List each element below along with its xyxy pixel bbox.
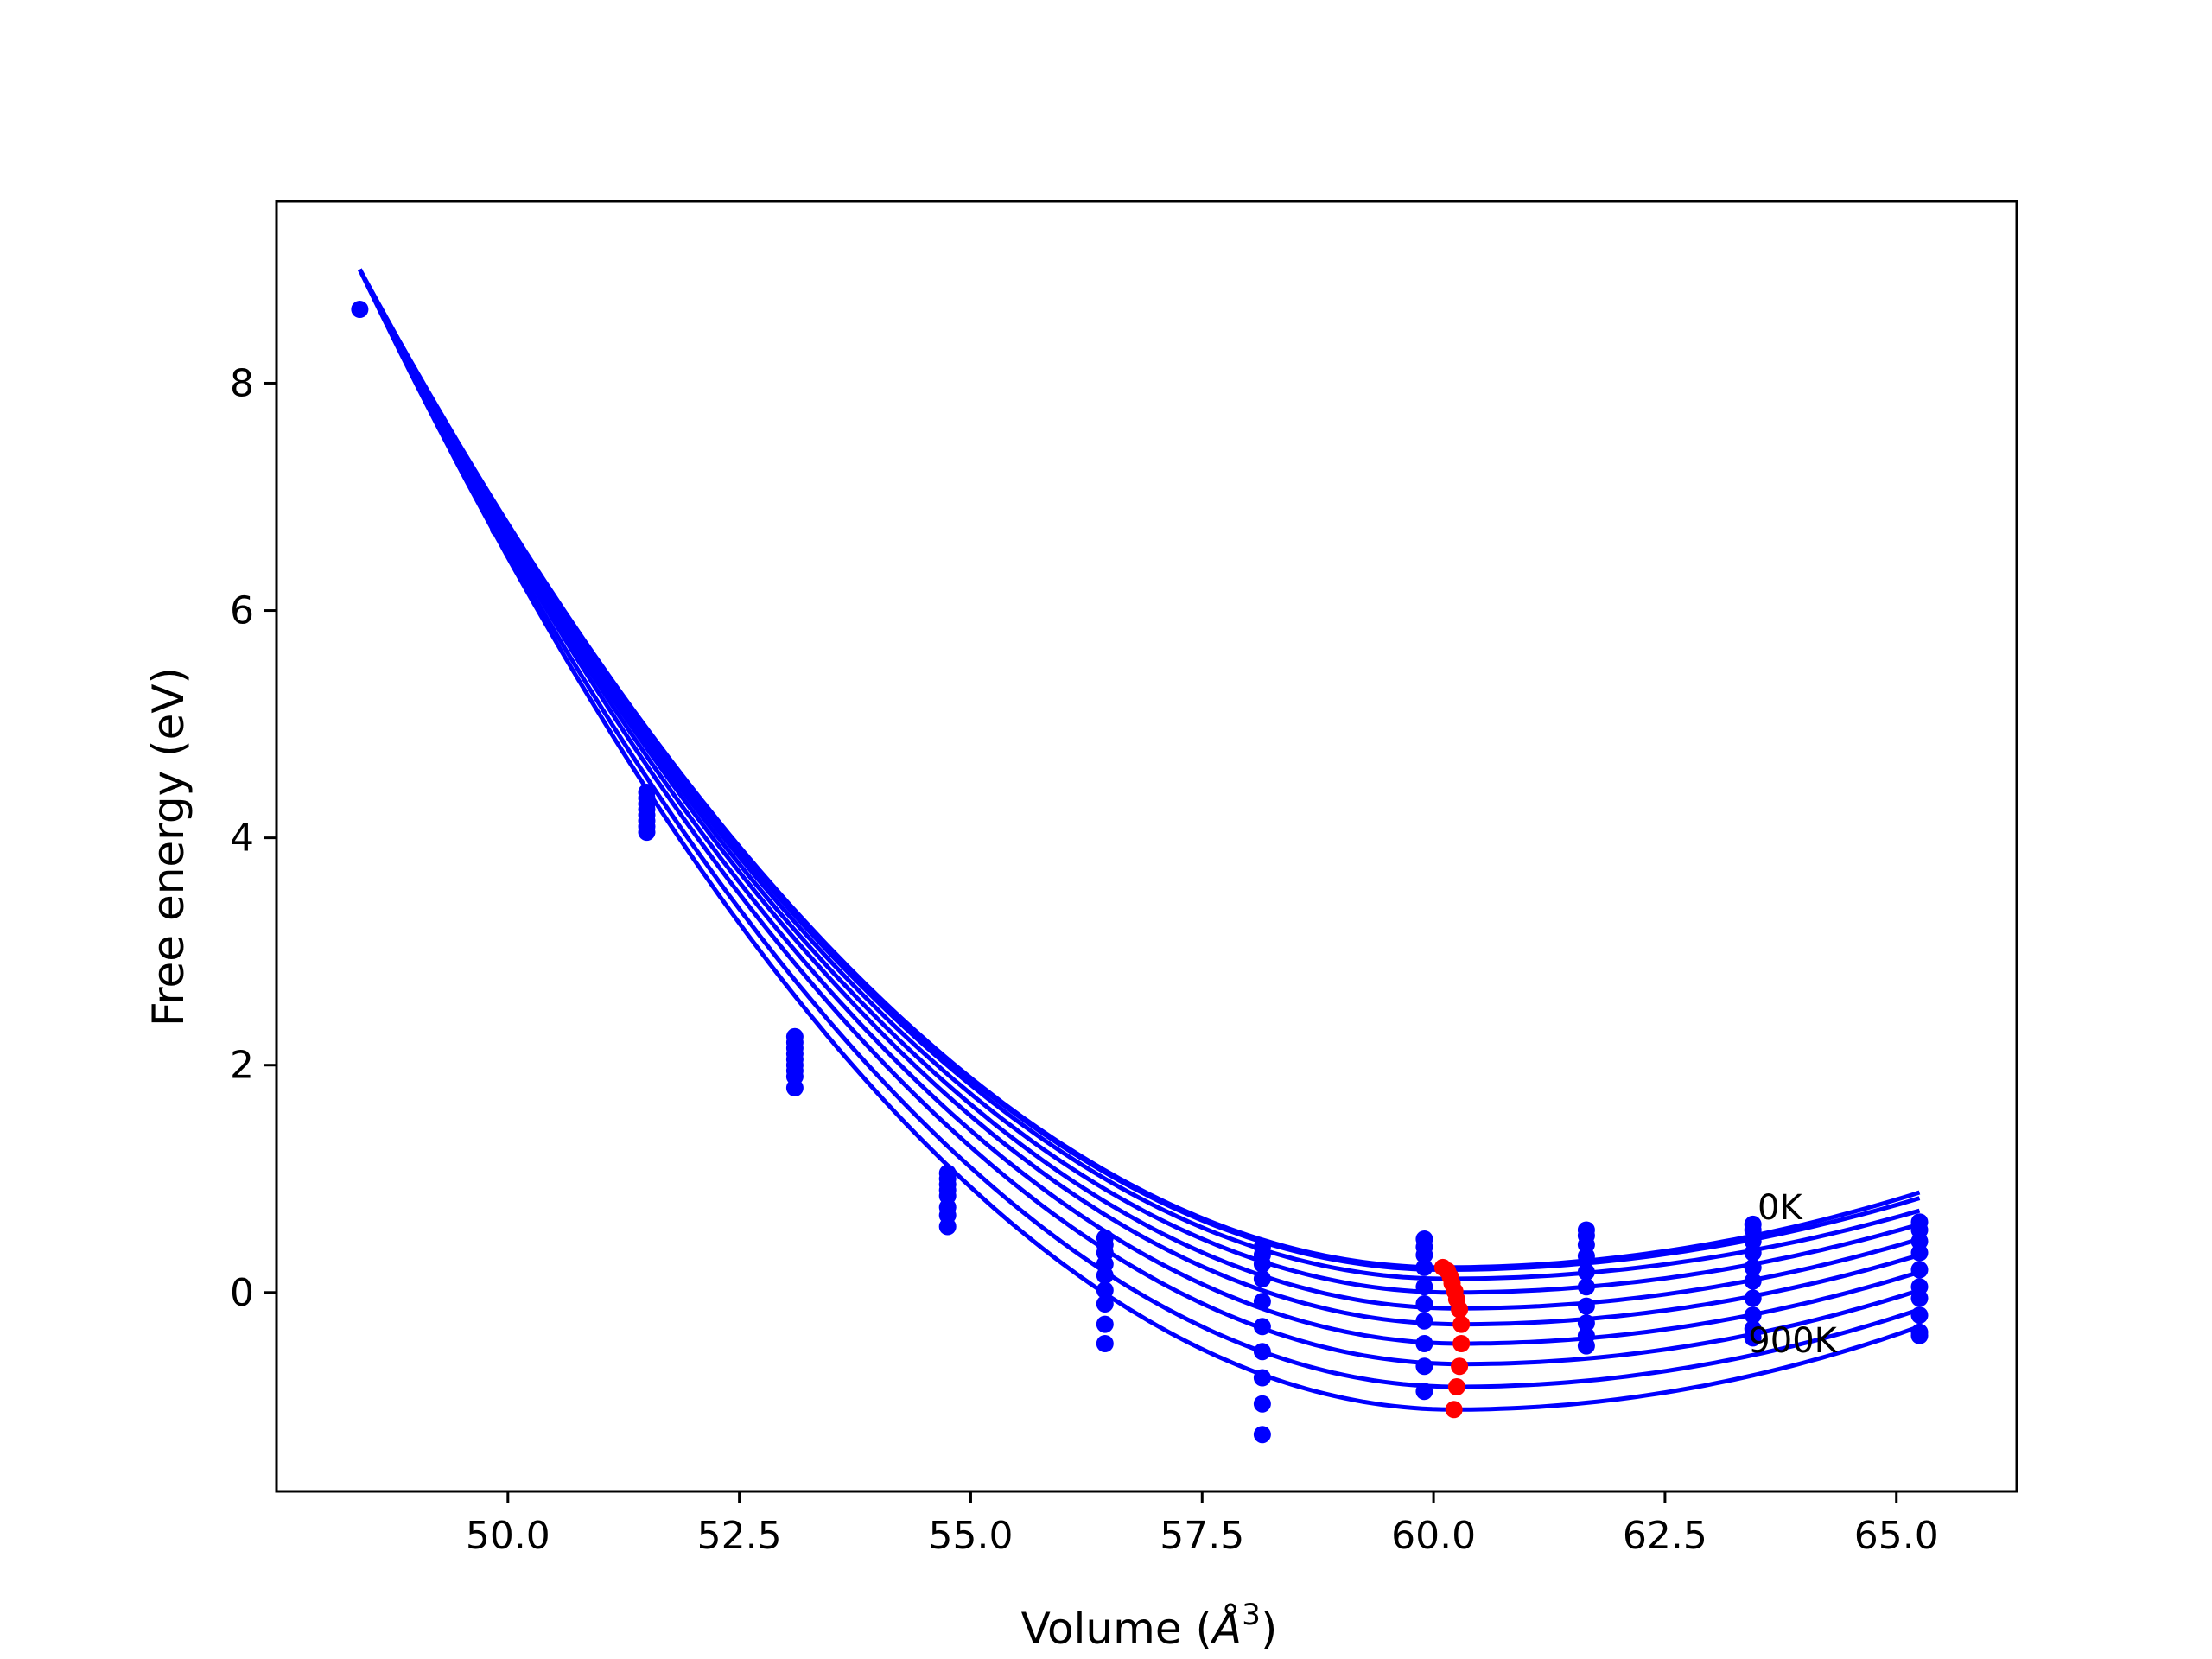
data-point (1415, 1382, 1433, 1401)
data-point (1577, 1337, 1595, 1355)
x-tick-label: 62.5 (1623, 1514, 1707, 1558)
data-point (490, 519, 508, 537)
data-point (1577, 1314, 1595, 1332)
data-point (1253, 1343, 1271, 1361)
data-point (1577, 1297, 1595, 1315)
data-point (638, 823, 656, 842)
data-point (1744, 1272, 1762, 1290)
data-point (1415, 1278, 1433, 1296)
data-point (1096, 1281, 1114, 1300)
fit-curve-600K (358, 268, 1921, 1346)
data-point (1415, 1357, 1433, 1376)
x-tick-label: 60.0 (1391, 1514, 1476, 1558)
data-points (351, 301, 1929, 1444)
y-tick-label: 4 (230, 817, 254, 861)
equilibrium-point (1445, 1401, 1463, 1419)
data-point (1910, 1326, 1929, 1344)
fit-curve-800K (358, 268, 1921, 1389)
y-tick-label: 8 (230, 361, 254, 405)
y-tick-label: 2 (230, 1044, 254, 1088)
data-point (1910, 1306, 1929, 1325)
data-point (1744, 1289, 1762, 1307)
x-tick-label: 55.0 (928, 1514, 1013, 1558)
data-point (1253, 1270, 1271, 1287)
fit-curve-200K (358, 268, 1921, 1281)
data-point (1577, 1247, 1595, 1265)
x-axis-label-close: ) (1261, 1604, 1278, 1654)
fit-curve-300K (358, 268, 1921, 1295)
equilibrium-point (1451, 1357, 1469, 1376)
y-axis-label: Free energy (eV) (143, 667, 194, 1027)
y-tick-label: 0 (230, 1271, 254, 1315)
x-axis-label-main: Volume ( (1021, 1604, 1212, 1654)
data-point (1096, 1295, 1114, 1313)
y-tick-label: 6 (230, 589, 254, 633)
data-point (1744, 1306, 1762, 1325)
data-point (1096, 1267, 1114, 1285)
fit-curve-400K (358, 268, 1921, 1311)
data-point (1253, 1369, 1271, 1387)
data-point (1577, 1263, 1595, 1281)
x-tick-label: 65.0 (1854, 1514, 1939, 1558)
data-point (1096, 1315, 1114, 1333)
plot-frame (275, 200, 2018, 1493)
data-point (1415, 1335, 1433, 1352)
data-point (1415, 1246, 1433, 1264)
x-tick-label: 57.5 (1160, 1514, 1244, 1558)
x-axis-label-symbol: Å (1210, 1604, 1242, 1654)
equilibrium-point (1447, 1378, 1465, 1395)
x-axis-label: Volume (Å3) (1021, 1598, 1278, 1654)
data-point (1415, 1258, 1433, 1276)
data-point (1910, 1243, 1929, 1262)
data-point (938, 1217, 957, 1236)
annotations: 0K 900K (1748, 1188, 1838, 1361)
data-point (1253, 1318, 1271, 1336)
equilibrium-points (1433, 1258, 1471, 1419)
fit-curve-700K (358, 268, 1921, 1367)
data-point (785, 1079, 804, 1096)
x-tick-label: 50.0 (466, 1514, 550, 1558)
x-axis-label-exponent: 3 (1242, 1598, 1261, 1632)
data-point (1415, 1312, 1433, 1330)
data-point (1744, 1243, 1762, 1262)
x-axis-ticks: 50.0 52.5 55.0 57.5 60.0 62.5 65.0 (466, 1491, 1939, 1558)
fit-curves (358, 268, 1921, 1412)
data-point (1910, 1261, 1929, 1279)
data-point (1577, 1278, 1595, 1296)
data-point (1415, 1295, 1433, 1313)
data-point (351, 301, 369, 318)
data-point (1253, 1293, 1271, 1311)
equilibrium-point (1451, 1300, 1469, 1319)
curve-annotation: 0K (1758, 1188, 1803, 1228)
data-point (1253, 1255, 1271, 1273)
data-point (1910, 1289, 1929, 1307)
x-tick-label: 52.5 (697, 1514, 782, 1558)
data-point (1744, 1329, 1762, 1347)
curve-annotation: 900K (1748, 1321, 1838, 1361)
data-point (1744, 1258, 1762, 1276)
fit-curve-500K (358, 268, 1921, 1327)
data-point (1096, 1335, 1114, 1352)
equilibrium-point (1452, 1315, 1471, 1333)
y-axis-ticks: 0 2 4 6 8 (230, 361, 276, 1315)
fit-curve-900K (358, 268, 1921, 1412)
data-point (1253, 1395, 1271, 1413)
equilibrium-point (1452, 1335, 1471, 1352)
data-point (1253, 1426, 1271, 1444)
